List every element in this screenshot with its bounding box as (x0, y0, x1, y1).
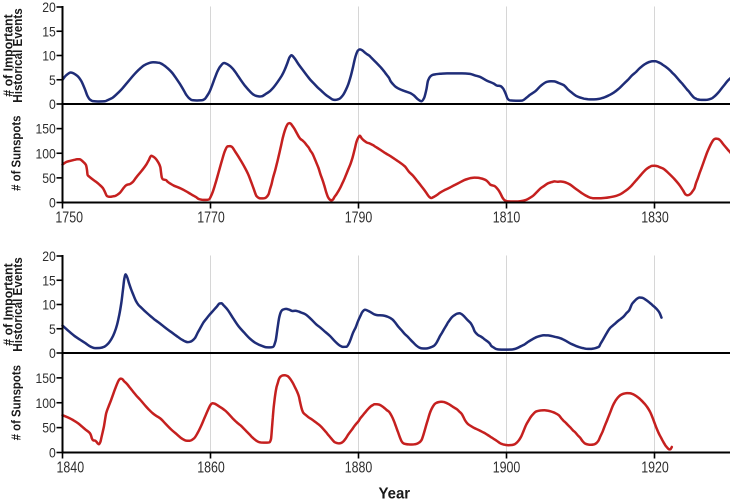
svg-text:1790: 1790 (345, 210, 373, 227)
svg-text:1920: 1920 (641, 460, 669, 477)
svg-text:0: 0 (49, 445, 56, 461)
svg-text:150: 150 (36, 370, 56, 386)
svg-text:15: 15 (42, 23, 56, 39)
svg-text:# of Important: # of Important (1, 13, 15, 96)
svg-text:15: 15 (42, 272, 56, 288)
svg-text:1770: 1770 (197, 210, 225, 227)
svg-text:0: 0 (49, 195, 56, 211)
svg-text:100: 100 (36, 145, 56, 161)
svg-text:0: 0 (49, 96, 56, 112)
svg-text:50: 50 (42, 420, 56, 436)
svg-text:# of Important: # of Important (1, 262, 15, 345)
svg-text:1830: 1830 (641, 210, 669, 227)
svg-text:0: 0 (49, 345, 56, 361)
svg-text:# of Sunspots: # of Sunspots (10, 115, 24, 190)
svg-text:150: 150 (36, 121, 56, 137)
svg-text:# of Sunspots: # of Sunspots (10, 365, 24, 440)
svg-text:1900: 1900 (493, 460, 521, 477)
svg-text:20: 20 (42, 248, 56, 264)
svg-text:Historical Events: Historical Events (11, 257, 25, 351)
svg-text:100: 100 (36, 395, 56, 411)
svg-text:10: 10 (42, 297, 56, 313)
svg-text:1880: 1880 (345, 460, 373, 477)
svg-text:5: 5 (49, 72, 56, 88)
svg-text:Historical Events: Historical Events (11, 8, 25, 102)
svg-text:1840: 1840 (57, 460, 85, 477)
svg-text:20: 20 (42, 0, 56, 15)
svg-text:Year: Year (378, 485, 410, 502)
svg-text:50: 50 (42, 170, 56, 186)
svg-text:5: 5 (49, 321, 56, 337)
svg-text:1810: 1810 (493, 210, 521, 227)
svg-text:10: 10 (42, 48, 56, 64)
svg-text:1860: 1860 (197, 460, 225, 477)
svg-text:1750: 1750 (55, 210, 83, 227)
